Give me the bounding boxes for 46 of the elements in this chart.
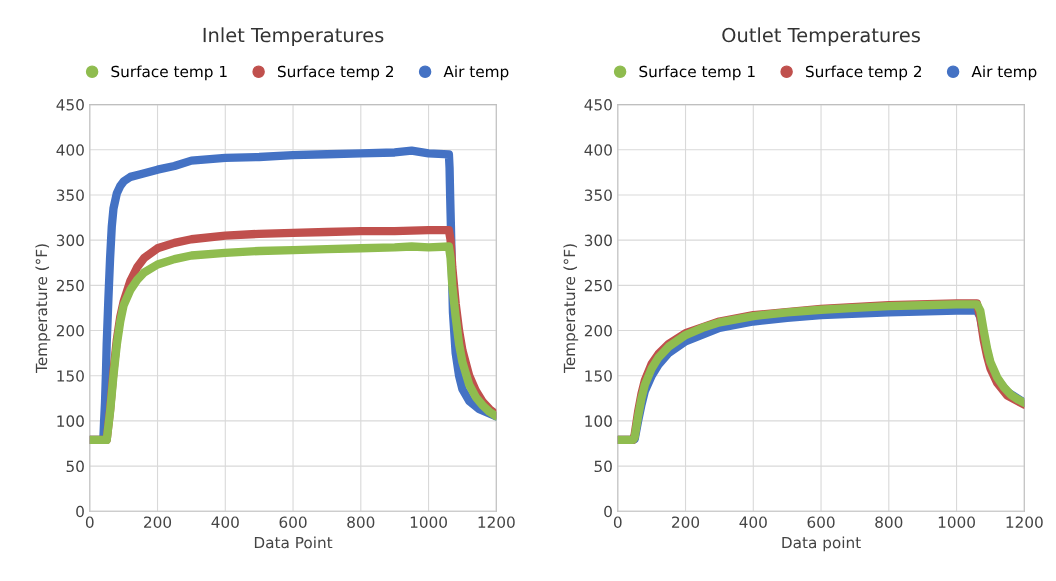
- y-tick-label: 400: [56, 144, 84, 156]
- y-tick-label: 400: [584, 144, 612, 156]
- legend-label: Surface temp 1: [111, 65, 227, 81]
- x-tick-label: 600: [807, 516, 835, 528]
- legend-label: Air temp: [971, 65, 1037, 81]
- y-tick-label: 300: [584, 234, 612, 247]
- y-tick-label: 200: [584, 324, 612, 337]
- x-tick-label: 1000: [938, 516, 975, 528]
- legend-label: Air temp: [443, 65, 509, 81]
- x-tick-label: 400: [211, 516, 239, 528]
- x-tick-label: 1200: [478, 516, 515, 528]
- y-tick-label: 350: [584, 189, 612, 201]
- y-axis-title: Temperature (°F): [563, 244, 579, 373]
- chart-title: Outlet Temperatures: [722, 27, 920, 47]
- y-tick-label: 250: [56, 279, 84, 292]
- y-tick-label: 300: [56, 234, 84, 247]
- y-tick-label: 200: [56, 324, 84, 337]
- x-tick-label: 200: [672, 516, 700, 528]
- y-tick-label: 100: [585, 415, 612, 427]
- x-tick-label: 800: [875, 516, 903, 528]
- y-tick-label: 0: [76, 505, 84, 518]
- chart-title: Inlet Temperatures: [203, 27, 384, 47]
- y-tick-label: 50: [66, 460, 84, 473]
- x-axis-title: Data point: [782, 536, 861, 552]
- x-tick-label: 1200: [1006, 516, 1043, 528]
- x-tick-label: 1000: [410, 516, 447, 528]
- y-tick-label: 350: [56, 189, 84, 201]
- x-tick-label: 0: [85, 516, 94, 528]
- x-tick-label: 200: [144, 516, 172, 528]
- y-tick-label: 250: [584, 279, 612, 292]
- x-tick-label: 600: [279, 516, 307, 528]
- y-tick-label: 150: [585, 370, 612, 382]
- y-tick-label: 450: [584, 99, 612, 111]
- y-tick-label: 150: [57, 370, 84, 382]
- x-tick-label: 400: [739, 516, 767, 528]
- legend-label: Surface temp 1: [639, 65, 755, 81]
- y-tick-label: 0: [604, 505, 612, 518]
- y-tick-label: 100: [57, 415, 84, 427]
- x-axis-title: Data Point: [254, 536, 333, 549]
- legend-label: Surface temp 2: [805, 65, 922, 81]
- x-tick-label: 800: [347, 516, 375, 528]
- y-axis-title: Temperature (°F): [35, 244, 51, 373]
- x-tick-label: 0: [613, 516, 622, 528]
- y-tick-label: 50: [594, 460, 612, 473]
- legend-label: Surface temp 2: [277, 65, 394, 81]
- y-tick-label: 450: [56, 99, 84, 111]
